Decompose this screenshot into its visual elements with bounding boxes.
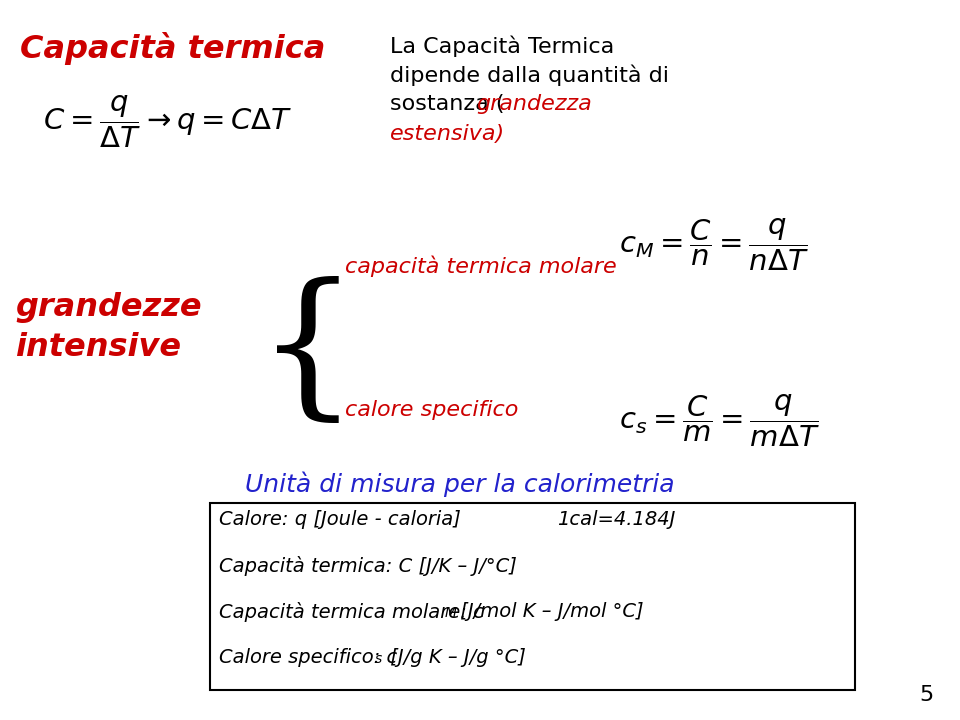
Text: Capacità termica: C [J/K – J/°C]: Capacità termica: C [J/K – J/°C] [219,556,516,576]
Bar [210,503,855,690]
Text: capacità termica molare: capacità termica molare [345,256,616,277]
Text: $C = \dfrac{q}{\Delta T} \rightarrow q = C\Delta T$: $C = \dfrac{q}{\Delta T} \rightarrow q =… [43,94,293,150]
Text: s: s [374,652,382,666]
Text: calore specifico: calore specifico [345,400,518,420]
Text: Calore specifico: c: Calore specifico: c [219,648,397,667]
Text: grandezza: grandezza [476,94,592,114]
Text: [J/mol K – J/mol °C]: [J/mol K – J/mol °C] [454,602,644,621]
Text: La Capacità Termica: La Capacità Termica [390,35,614,57]
Text: {: { [257,276,359,430]
Text: Calore: q [Joule - caloria]: Calore: q [Joule - caloria] [219,510,461,528]
Text: $c_M = \dfrac{C}{n} = \dfrac{q}{n\Delta T}$: $c_M = \dfrac{C}{n} = \dfrac{q}{n\Delta … [619,217,809,273]
Text: 5: 5 [919,685,933,706]
Text: M: M [444,606,457,620]
Text: [J/g K – J/g °C]: [J/g K – J/g °C] [384,648,526,667]
Text: 1cal=4.184J: 1cal=4.184J [557,510,675,528]
Text: Capacità termica molare: c: Capacità termica molare: c [219,602,484,622]
Text: Unità di misura per la calorimetria: Unità di misura per la calorimetria [245,472,675,497]
Text: $c_s = \dfrac{C}{m} = \dfrac{q}{m\Delta T}$: $c_s = \dfrac{C}{m} = \dfrac{q}{m\Delta … [619,393,820,449]
Text: estensiva): estensiva) [390,124,505,144]
Text: dipende dalla quantità di: dipende dalla quantità di [390,65,669,86]
Text: sostanza (: sostanza ( [390,94,504,114]
Text: Capacità termica: Capacità termica [20,32,325,66]
Text: grandezze
intensive: grandezze intensive [15,292,202,363]
